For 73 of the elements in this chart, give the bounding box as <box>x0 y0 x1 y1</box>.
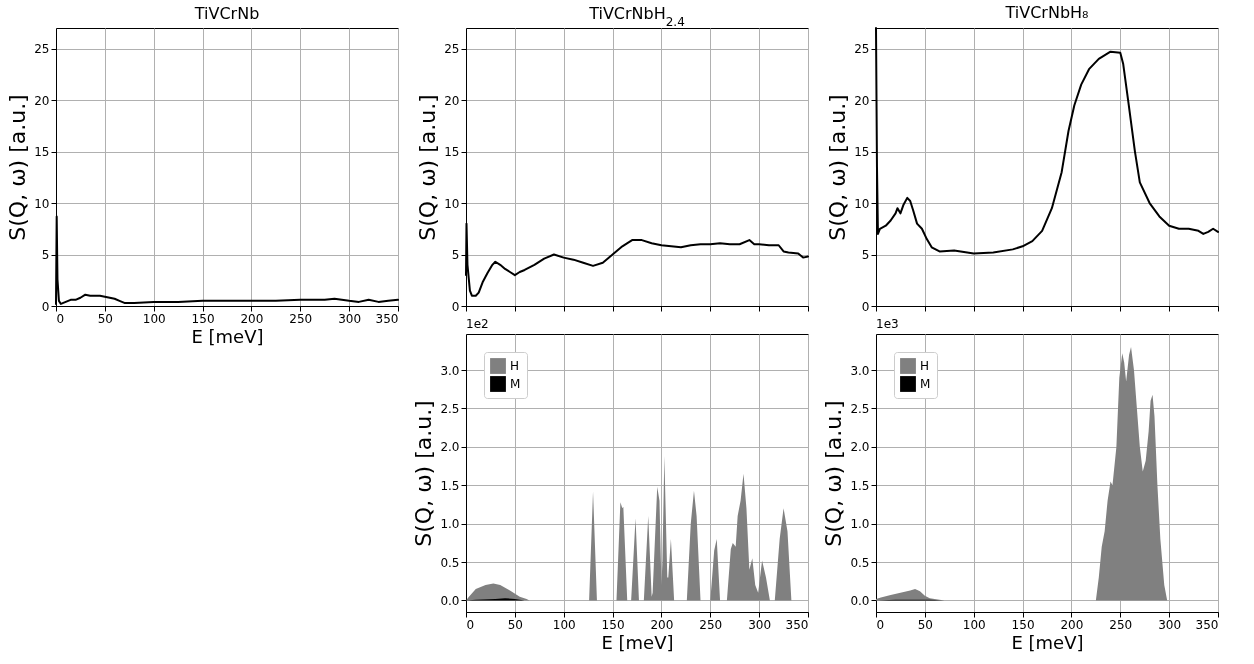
x-axis-title: E [meV] <box>601 631 674 653</box>
y-tick-label: 25 <box>444 42 460 57</box>
y-tick-label: 1.0 <box>440 517 460 532</box>
chart-title: TiVCrNbH$_{2.4}$ <box>588 4 685 29</box>
y-tick-label: 5 <box>861 248 870 263</box>
y-tick-label: 3.0 <box>850 363 870 378</box>
y-tick-label: 0 <box>451 299 460 314</box>
x-tick-label: 250 <box>289 311 313 326</box>
y-tick-label: 0 <box>861 299 870 314</box>
y-tick-label: 10 <box>444 196 460 211</box>
legend-label: H <box>510 359 520 373</box>
y-tick-label: 25 <box>34 42 50 57</box>
y-tick-label: 1.5 <box>850 478 870 493</box>
x-tick-label: 350 <box>375 311 399 326</box>
y-tick-label: 0.0 <box>440 593 460 608</box>
y-tick-label: 20 <box>854 93 870 108</box>
x-tick-label: 200 <box>240 311 264 326</box>
y-tick-label: 20 <box>444 93 460 108</box>
y-tick-label: 2.0 <box>440 440 460 455</box>
x-tick-label: 300 <box>748 617 772 632</box>
text: 1e2 <box>466 317 489 331</box>
y-tick-label: 2.0 <box>850 440 870 455</box>
y-axis-title: S(Q, ω) [a.u.] <box>415 94 441 241</box>
x-tick-label: 50 <box>97 311 113 326</box>
y-axis-title: S(Q, ω) [a.u.] <box>821 400 847 547</box>
x-axis-title: E [meV] <box>1011 631 1084 653</box>
x-tick-label: 250 <box>1109 617 1133 632</box>
y-tick-label: 0 <box>41 299 50 314</box>
x-tick-label: 100 <box>552 617 576 632</box>
y-tick-label: 15 <box>34 145 50 160</box>
x-tick-label: 0 <box>56 311 65 326</box>
y-tick-label: 15 <box>444 145 460 160</box>
legend-label: M <box>510 377 521 391</box>
y-axis-title: S(Q, ω) [a.u.] <box>411 400 437 547</box>
y-tick-label: 1.5 <box>440 478 460 493</box>
y-tick-label: 20 <box>34 93 50 108</box>
x-tick-label: 50 <box>507 617 523 632</box>
y-tick-label: 2.5 <box>440 401 460 416</box>
chart-title: TiVCrNbH₈ <box>1004 3 1089 22</box>
chart-title: TiVCrNb <box>193 4 260 23</box>
y-tick-label: 15 <box>854 145 870 160</box>
y-tick-label: 10 <box>34 196 50 211</box>
x-tick-label: 0 <box>466 617 475 632</box>
x-tick-label: 150 <box>191 311 215 326</box>
y-tick-label: 0.5 <box>440 555 460 570</box>
y-tick-label: 10 <box>854 196 870 211</box>
y-tick-label: 1.0 <box>850 517 870 532</box>
x-tick-label: 200 <box>650 617 674 632</box>
y-tick-label: 5 <box>451 248 460 263</box>
y-axis-title: S(Q, ω) [a.u.] <box>5 94 31 241</box>
x-tick-label: 350 <box>785 617 809 632</box>
y-tick-label: 0.5 <box>850 555 870 570</box>
x-tick-label: 150 <box>601 617 625 632</box>
x-tick-label: 0 <box>876 617 885 632</box>
x-tick-label: 350 <box>1195 617 1219 632</box>
x-tick-label: 50 <box>917 617 933 632</box>
legend-label: H <box>920 359 930 373</box>
y-axis-title: S(Q, ω) [a.u.] <box>825 94 851 241</box>
legend-label: M <box>920 377 931 391</box>
y-tick-label: 25 <box>854 42 870 57</box>
x-axis-title: E [meV] <box>191 325 264 347</box>
y-tick-label: 0.0 <box>850 593 870 608</box>
x-tick-label: 100 <box>962 617 986 632</box>
x-tick-label: 300 <box>338 311 362 326</box>
y-tick-label: 2.5 <box>850 401 870 416</box>
x-tick-label: 150 <box>1011 617 1035 632</box>
x-tick-label: 300 <box>1158 617 1182 632</box>
x-tick-label: 250 <box>699 617 723 632</box>
y-tick-label: 3.0 <box>440 363 460 378</box>
x-tick-label: 200 <box>1060 617 1084 632</box>
y-tick-label: 5 <box>41 248 50 263</box>
text: 1e3 <box>876 317 899 331</box>
x-tick-label: 100 <box>142 311 166 326</box>
